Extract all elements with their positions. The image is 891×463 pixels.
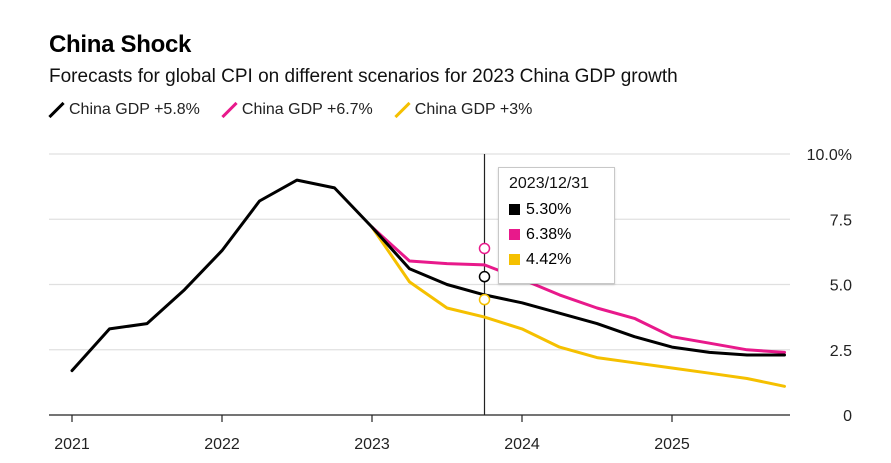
series-line	[370, 225, 786, 388]
y-tick-label: 7.5	[830, 212, 852, 229]
chart-title: China Shock	[49, 31, 192, 58]
legend-label: China GDP +3%	[414, 101, 533, 118]
tooltip-date: 2023/12/31	[509, 175, 590, 192]
legend-item-6-7: China GDP +6.7%	[222, 101, 373, 119]
hover-marker	[478, 293, 491, 306]
x-tick-label: 2023	[354, 436, 390, 453]
y-tick-label: 5.0	[830, 278, 852, 295]
tooltip-row-3: 4.42%	[509, 247, 604, 272]
tooltip-value: 5.30%	[526, 201, 572, 218]
x-tick-label: 2024	[504, 436, 540, 453]
legend-item-3: China GDP +3%	[395, 101, 533, 119]
legend-item-5-8: China GDP +5.8%	[49, 101, 200, 119]
tooltip-row-5-8: 5.30%	[509, 197, 604, 222]
tooltip-value: 6.38%	[526, 226, 572, 243]
tooltip-row-6-7: 6.38%	[509, 222, 604, 247]
y-tick-label: 2.5	[830, 343, 852, 360]
hover-tooltip: 2023/12/31 5.30% 6.38% 4.42%	[498, 167, 615, 284]
x-tick-label: 2022	[204, 436, 240, 453]
hover-marker	[478, 270, 491, 283]
y-tick-label: 0	[843, 408, 852, 425]
tooltip-value: 4.42%	[526, 251, 572, 268]
tooltip-swatch-pink	[509, 229, 520, 240]
tooltip-swatch-yellow	[509, 254, 520, 265]
legend-label: China GDP +6.7%	[241, 101, 373, 118]
legend: China GDP +5.8% China GDP +6.7% China GD…	[49, 101, 532, 119]
series-line	[70, 178, 786, 373]
x-tick-label: 2021	[54, 436, 90, 453]
tooltip-swatch-black	[509, 204, 520, 215]
y-tick-label: 10.0%	[807, 147, 852, 164]
legend-label: China GDP +5.8%	[69, 101, 200, 118]
hover-marker	[478, 242, 491, 255]
x-tick-label: 2025	[654, 436, 690, 453]
chart-subtitle: Forecasts for global CPI on different sc…	[49, 66, 678, 87]
series-line	[370, 225, 786, 354]
